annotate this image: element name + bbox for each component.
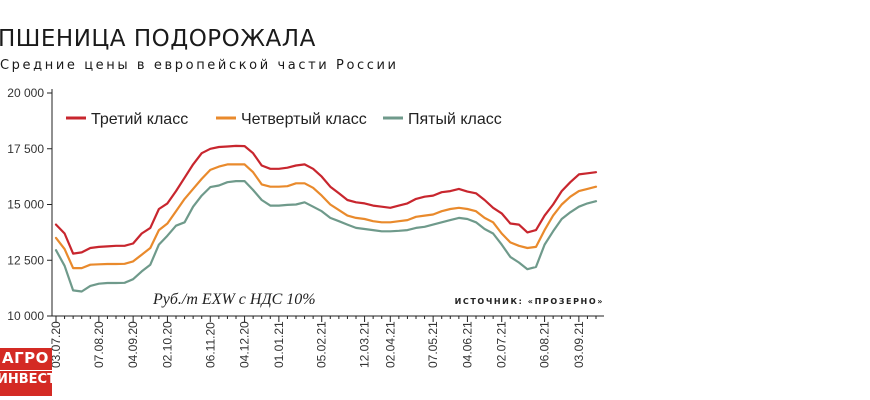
legend-label-2: Четвертый класс xyxy=(241,111,367,128)
x-tick-label: 04.06.21 xyxy=(460,321,474,368)
series-line-3 xyxy=(54,180,598,293)
legend-label-3: Пятый класс xyxy=(408,111,502,128)
x-tick-label: 07.08.20 xyxy=(92,321,106,368)
agroinvestor-logo[interactable]: АГРО ИНВЕСТОР xyxy=(0,348,52,396)
y-tick-label: 15 000 xyxy=(7,198,44,212)
logo-line2: ИНВЕСТОР xyxy=(0,372,52,387)
x-tick-label: 05.02.21 xyxy=(315,321,329,368)
series-line-2 xyxy=(54,163,598,270)
x-tick-label: 03.07.20 xyxy=(49,321,63,368)
x-tick-label: 12.03.21 xyxy=(358,321,372,368)
logo-line1: АГРО xyxy=(2,349,49,367)
x-tick-label: 04.09.20 xyxy=(126,321,140,368)
y-tick-label: 20 000 xyxy=(7,86,44,100)
series-line-1 xyxy=(54,144,598,255)
y-tick-label: 12 500 xyxy=(7,253,44,267)
y-tick-label: 10 000 xyxy=(7,309,44,323)
x-tick-label: 06.08.21 xyxy=(538,321,552,368)
unit-note: Руб./т EXW с НДС 10% xyxy=(152,291,316,308)
x-tick-label: 07.05.21 xyxy=(426,321,440,368)
x-tick-label: 02.04.21 xyxy=(383,321,397,368)
y-tick-label: 17 500 xyxy=(7,142,44,156)
logo-rule xyxy=(0,370,52,371)
chart-title: ПШЕНИЦА ПОДОРОЖАЛА xyxy=(0,26,316,52)
x-tick-label: 01.01.21 xyxy=(272,321,286,368)
x-tick-label: 06.11.20 xyxy=(203,322,217,368)
x-tick-label: 04.12.20 xyxy=(238,321,252,368)
x-tick-label: 03.09.21 xyxy=(572,321,586,368)
source-note: ИСТОЧНИК: «ПРОЗЕРНО» xyxy=(455,297,604,306)
chart-subtitle: Средние цены в европейской части России xyxy=(0,58,399,73)
x-tick-label: 02.07.21 xyxy=(495,321,509,368)
legend-label-1: Третий класс xyxy=(91,111,188,128)
x-tick-label: 02.10.20 xyxy=(160,321,174,368)
